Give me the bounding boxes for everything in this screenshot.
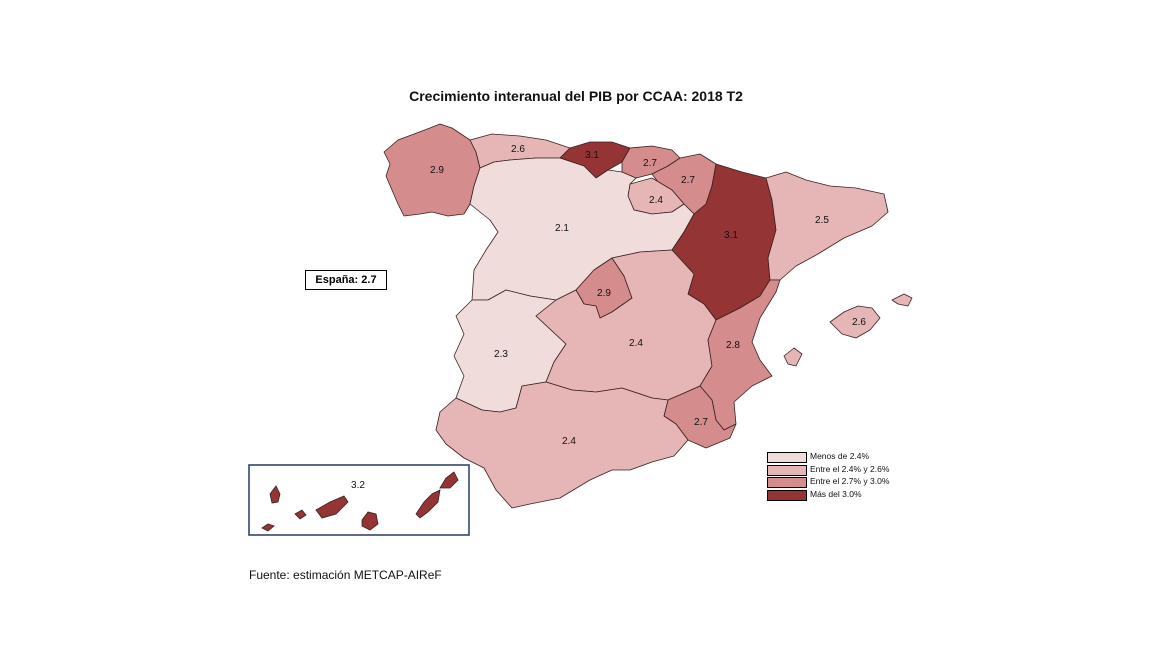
canary-island-gran-canaria [361, 511, 379, 531]
legend-item: Menos de 2.4% [767, 451, 907, 465]
legend-swatch [767, 452, 807, 463]
legend-label: Entre el 2.4% y 2.6% [810, 463, 890, 474]
value-label-murcia: 2.7 [694, 417, 708, 428]
value-label-asturias: 2.6 [511, 144, 525, 155]
legend-swatch [767, 464, 807, 476]
value-label-baleares: 2.6 [852, 317, 866, 328]
value-label-pais-vasco: 2.7 [643, 158, 657, 169]
value-label-cataluna: 2.5 [815, 215, 829, 226]
region-baleares-menorca [891, 293, 913, 307]
value-label-andalucia: 2.4 [562, 436, 576, 447]
value-label-madrid: 2.9 [597, 288, 611, 299]
spain-total-box: España: 2.7 [305, 270, 387, 290]
value-label-canarias: 3.2 [351, 480, 365, 491]
value-label-la-rioja: 2.4 [649, 195, 663, 206]
region-andalucia [435, 381, 689, 509]
value-label-comunidad-valenciana: 2.8 [726, 340, 740, 351]
legend: Menos de 2.4% Entre el 2.4% y 2.6% Entre e… [767, 451, 907, 503]
value-label-castilla-y-leon: 2.1 [555, 223, 569, 234]
legend-swatch [767, 489, 807, 501]
value-label-extremadura: 2.3 [494, 349, 508, 360]
canary-island-el-hierro [261, 523, 275, 532]
canary-inset-frame [248, 464, 470, 536]
canary-island-lanzarote [439, 471, 459, 489]
value-label-galicia: 2.9 [430, 165, 444, 176]
canary-island-tenerife [315, 495, 349, 519]
value-label-cantabria: 3.1 [585, 150, 599, 161]
legend-item: Más del 3.0% [767, 488, 907, 503]
legend-swatch [767, 477, 807, 488]
value-label-castilla-la-mancha: 2.4 [629, 338, 643, 349]
legend-item: Entre el 2.7% y 3.0% [767, 476, 907, 490]
map-title: Crecimiento interanual del PIB por CCAA:… [409, 88, 743, 104]
source-note: Fuente: estimación METCAP-AIReF [249, 568, 442, 582]
region-baleares-ibiza [783, 347, 803, 367]
canary-island-la-palma [269, 485, 281, 504]
legend-label: Menos de 2.4% [810, 451, 870, 461]
legend-label: Más del 3.0% [810, 488, 862, 499]
legend-item: Entre el 2.4% y 2.6% [767, 463, 907, 478]
legend-label: Entre el 2.7% y 3.0% [810, 476, 890, 486]
canary-island-la-gomera [294, 509, 307, 520]
value-label-navarra: 2.7 [681, 175, 695, 186]
region-baleares [829, 305, 881, 339]
value-label-aragon: 3.1 [724, 230, 738, 241]
region-cataluna [765, 171, 889, 281]
canary-island-fuerteventura [415, 489, 441, 519]
